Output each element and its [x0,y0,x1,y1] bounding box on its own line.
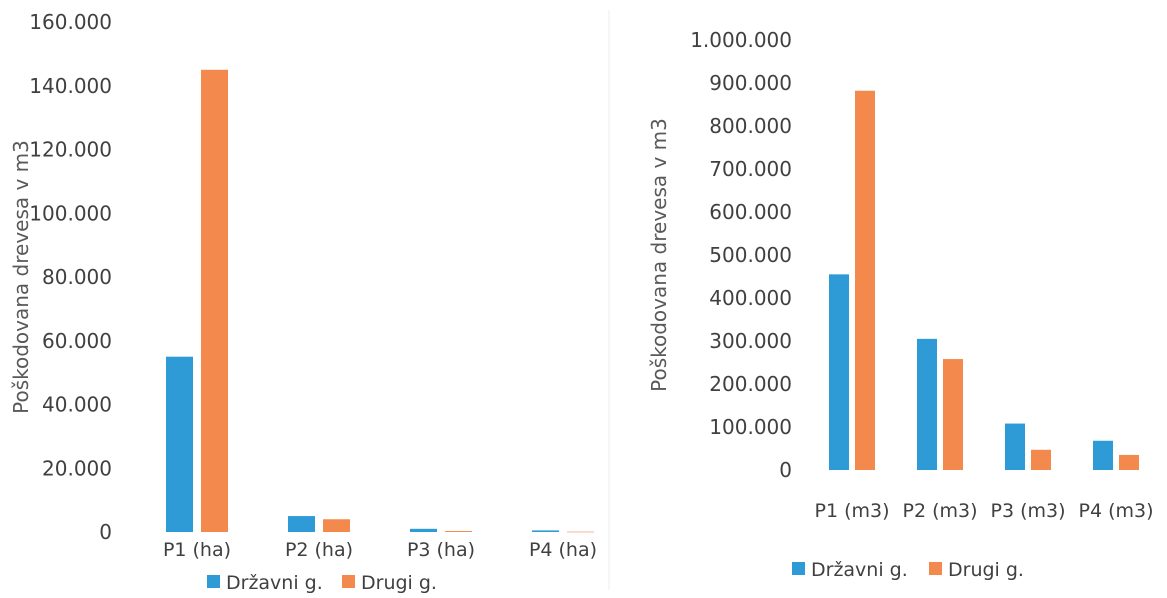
bar-drugi [855,90,875,471]
y-tick-label: 120.000 [29,138,112,162]
category-label: P1 (m3) [814,500,889,522]
bar-drugi [1119,454,1139,470]
bar-drzavni [410,528,437,532]
y-tick-label: 600.000 [709,200,792,224]
legend-label: Državni g. [226,572,323,594]
category-label: P4 (ha) [529,539,597,561]
legend-label: Drugi g. [948,559,1024,581]
bar-drzavni [288,516,315,532]
y-tick-label: 160.000 [29,10,112,34]
y-tick-label: 1.000.000 [690,28,792,52]
category-label: P1 (ha) [163,539,231,561]
y-axis-title: Poškodovana drevesa v m3 [9,140,33,414]
legend-swatch [929,562,942,575]
category-label: P3 (m3) [990,500,1065,522]
bar-drugi [445,531,472,532]
bar-drzavni [532,530,559,532]
bar-drugi [201,69,228,532]
bar-drugi [1031,449,1051,470]
category-label: P2 (ha) [285,539,353,561]
chart-right: 0 100.000 200.000 300.000 400.000 500.000 600.… [647,28,1154,581]
y-tick-label: 20.000 [42,456,112,480]
y-tick-label: 0 [99,520,112,544]
legend-label: Drugi g. [361,572,437,594]
legend-swatch [207,575,220,588]
y-tick-label: 80.000 [42,265,112,289]
legend-swatch [342,575,355,588]
bar-drzavni [829,274,849,470]
y-tick-label: 900.000 [709,71,792,95]
y-tick-label: 400.000 [709,286,792,310]
y-tick-label: 60.000 [42,329,112,353]
y-tick-label: 300.000 [709,329,792,353]
bar-drugi [943,359,963,470]
y-tick-label: 200.000 [709,372,792,396]
bar-drugi [323,519,350,532]
y-tick-label: 100.000 [29,201,112,225]
bar-drzavni [917,338,937,470]
legend-label: Državni g. [811,559,908,581]
category-label: P3 (ha) [407,539,475,561]
bar-drzavni [1093,440,1113,470]
y-tick-label: 40.000 [42,393,112,417]
y-axis-title: Poškodovana drevesa v m3 [647,118,671,392]
y-tick-label: 700.000 [709,157,792,181]
y-tick-label: 0 [779,458,792,482]
bar-drugi [567,531,594,533]
chart-left: 0 20.000 40.000 60.000 80.000 100.000 120.000 1… [9,10,597,594]
y-tick-label: 140.000 [29,74,112,98]
category-label: P2 (m3) [902,500,977,522]
y-tick-label: 500.000 [709,243,792,267]
y-tick-label: 100.000 [709,415,792,439]
category-label: P4 (m3) [1078,500,1153,522]
bar-drzavni [166,356,193,532]
bar-drzavni [1005,423,1025,470]
y-tick-label: 800.000 [709,114,792,138]
legend-swatch [792,562,805,575]
